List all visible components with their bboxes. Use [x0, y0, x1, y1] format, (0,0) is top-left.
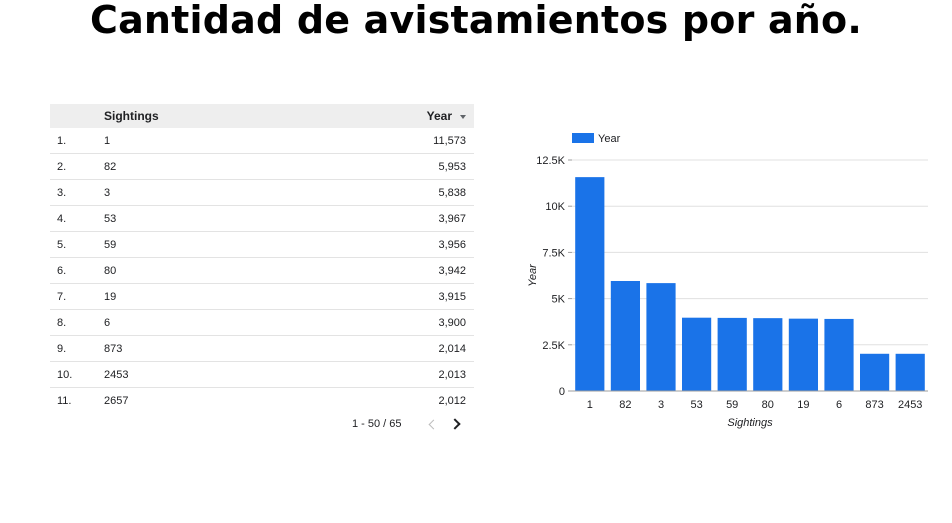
year-cell: 3,915	[438, 290, 466, 303]
y-tick-label: 0	[559, 386, 565, 398]
bar	[717, 317, 747, 391]
y-tick-label: 12.5K	[536, 155, 565, 167]
bar	[824, 318, 854, 391]
x-tick-label: 1	[587, 399, 593, 411]
row-index: 4.	[57, 212, 67, 225]
y-tick-label: 2.5K	[542, 340, 565, 352]
x-tick-label: 3	[658, 399, 664, 411]
bar	[788, 318, 818, 391]
table-row: 8. 6 3,900	[50, 310, 474, 336]
row-index: 8.	[57, 316, 67, 329]
x-tick-label: 53	[690, 399, 702, 411]
row-index: 10.	[57, 368, 73, 381]
table-row: 9. 873 2,014	[50, 336, 474, 362]
table-row: 11. 2657 2,012	[50, 388, 474, 414]
sightings-cell: 80	[104, 264, 117, 277]
x-tick-label: 6	[836, 399, 842, 411]
legend-swatch	[572, 133, 594, 143]
y-tick-label: 7.5K	[542, 247, 565, 259]
row-index: 7.	[57, 290, 67, 303]
year-cell: 2,012	[438, 395, 466, 407]
x-tick-label: 80	[762, 399, 774, 411]
sightings-cell: 6	[104, 316, 111, 329]
table-row: 7. 19 3,915	[50, 284, 474, 310]
table-row: 6. 80 3,942	[50, 258, 474, 284]
previous-page-button[interactable]	[422, 414, 444, 434]
chevron-left-icon	[428, 419, 438, 429]
sightings-cell: 873	[104, 342, 123, 355]
year-column-header[interactable]: Year	[386, 109, 474, 123]
row-index: 5.	[57, 238, 67, 251]
sightings-column-header[interactable]: Sightings	[104, 109, 159, 123]
y-axis-title: Year	[527, 263, 539, 287]
table-body: 1. 1 11,573 2. 82 5,953 3. 3 5,838 4. 53 3,967 5. 59 3…	[50, 128, 474, 414]
table-row: 4. 53 3,967	[50, 206, 474, 232]
table-row: 5. 59 3,956	[50, 232, 474, 258]
year-header-label: Year	[426, 109, 452, 123]
x-axis-title: Sightings	[727, 417, 773, 429]
bar	[646, 283, 676, 391]
pagination: 1 - 50 / 65	[340, 414, 474, 434]
page-title: Cantidad de avistamientos por año.	[90, 0, 862, 42]
row-index: 1.	[57, 134, 67, 147]
row-index: 3.	[57, 186, 67, 199]
x-tick-label: 873	[865, 399, 883, 411]
legend-label: Year	[598, 133, 621, 145]
bar	[895, 353, 925, 391]
bar	[682, 317, 712, 391]
y-tick-label: 5K	[552, 294, 566, 306]
sightings-cell: 59	[104, 238, 117, 251]
sightings-cell: 82	[104, 160, 117, 173]
table-row: 10. 2453 2,013	[50, 362, 474, 388]
year-cell: 3,900	[438, 316, 466, 329]
sightings-cell: 3	[104, 186, 111, 199]
bar	[860, 353, 890, 391]
year-cell: 11,573	[433, 134, 466, 147]
next-page-button[interactable]	[444, 414, 466, 434]
row-index: 11.	[57, 395, 72, 407]
bar-chart: 0 2.5K 5K 7.5K 10K 12.5K 1 82 3 53 59 80 19 6 873 2453 S…	[527, 133, 928, 429]
chevron-right-icon	[449, 418, 461, 430]
year-cell: 3,967	[438, 212, 466, 225]
row-index: 6.	[57, 264, 67, 277]
year-cell: 3,956	[438, 238, 466, 251]
bar	[753, 318, 783, 391]
year-cell: 3,942	[438, 264, 466, 277]
x-tick-label: 59	[726, 399, 738, 411]
table-row: 3. 3 5,838	[50, 180, 474, 206]
bar	[575, 177, 605, 391]
row-index: 9.	[57, 342, 67, 355]
row-index: 2.	[57, 160, 67, 173]
pagination-label: 1 - 50 / 65	[352, 418, 402, 430]
y-tick-label: 10K	[545, 201, 565, 213]
table-header: Sightings Year	[50, 104, 474, 128]
data-table: Sightings Year 1. 1 11,573 2. 82 5,953 3. 3 5,83…	[50, 104, 474, 414]
sightings-cell: 1	[104, 134, 111, 147]
sightings-cell: 53	[104, 212, 117, 225]
x-tick-label: 2453	[898, 399, 922, 411]
table-row: 1. 1 11,573	[50, 128, 474, 154]
sightings-cell: 19	[104, 290, 117, 303]
x-tick-label: 19	[797, 399, 809, 411]
sort-descending-icon[interactable]	[460, 114, 466, 119]
year-cell: 5,953	[438, 160, 466, 173]
sightings-cell: 2657	[104, 395, 129, 407]
bar	[610, 280, 640, 391]
year-cell: 5,838	[438, 186, 466, 199]
year-cell: 2,013	[438, 368, 466, 381]
sightings-cell: 2453	[104, 368, 129, 381]
year-cell: 2,014	[438, 342, 466, 355]
x-tick-label: 82	[619, 399, 631, 411]
table-row: 2. 82 5,953	[50, 154, 474, 180]
